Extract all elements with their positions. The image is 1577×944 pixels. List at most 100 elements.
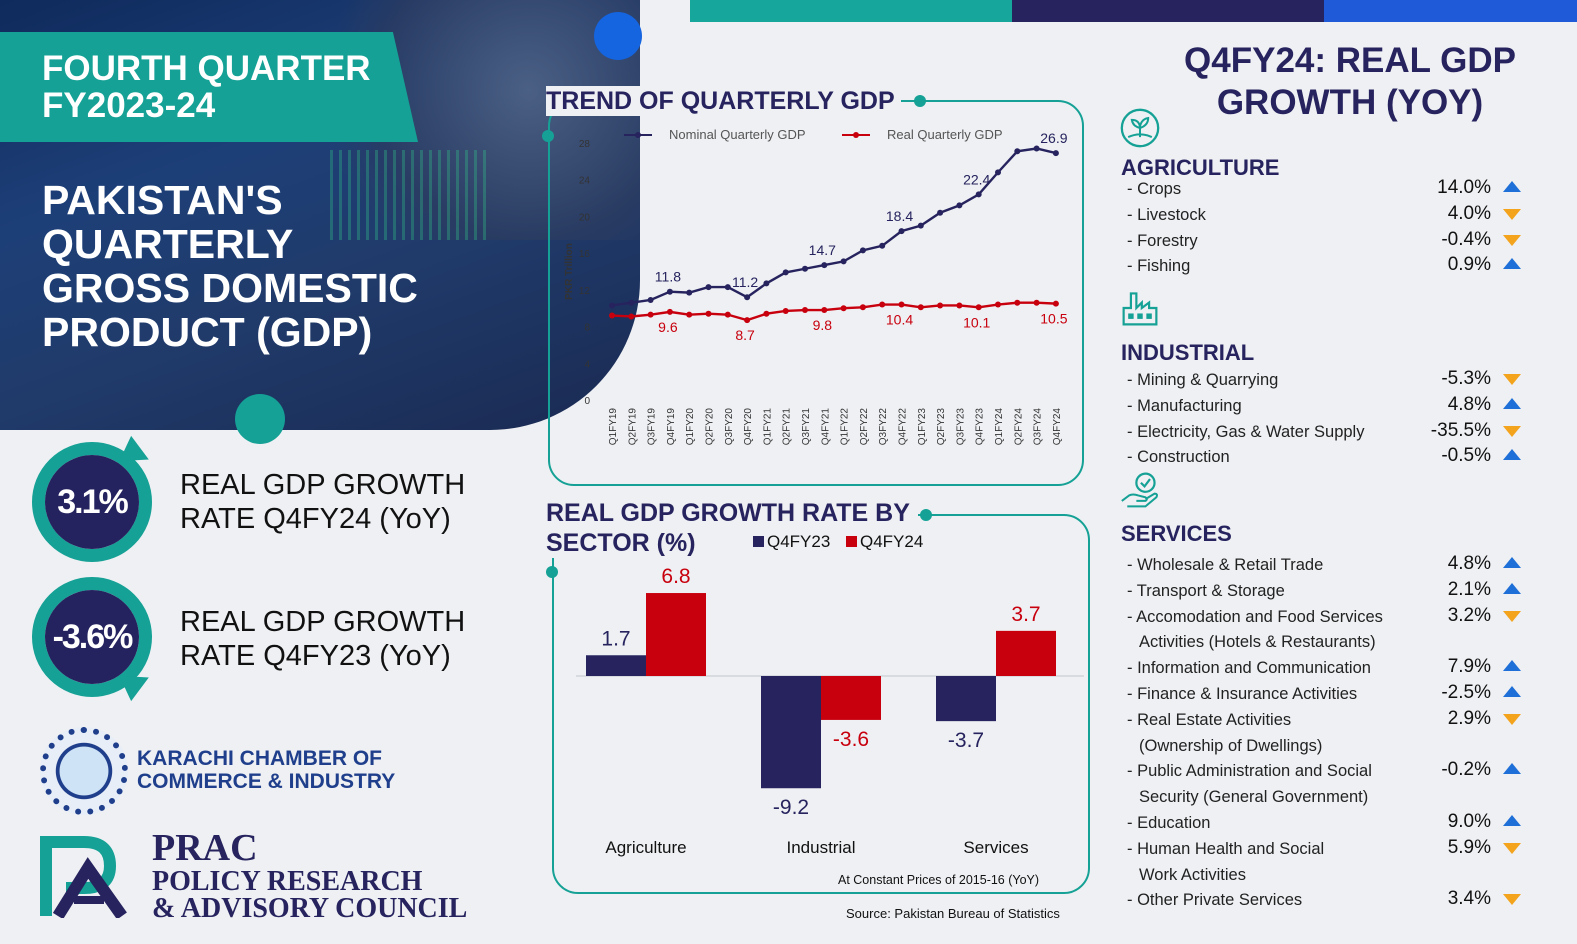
bar (586, 655, 646, 676)
legend-swatch (753, 536, 764, 547)
triangle-up-icon (1503, 557, 1521, 568)
y-tick-label: 12 (579, 286, 591, 297)
data-label: 8.7 (735, 327, 755, 343)
sector-row-name: - Real Estate Activities (Ownership of Dw… (1127, 710, 1427, 762)
data-point (859, 247, 866, 254)
triangle-down-icon (1503, 713, 1521, 725)
data-point (782, 269, 789, 276)
card-dot (914, 95, 926, 107)
sector-row-value: -0.5% (1441, 445, 1491, 467)
sector-row-value: -0.4% (1441, 228, 1491, 250)
data-point (956, 202, 963, 209)
sector-row-name-line: - Construction (1127, 448, 1230, 467)
sector-row-value: 14.0% (1437, 177, 1491, 198)
sector-row-name-line: - Other Private Services (1127, 891, 1303, 910)
triangle-up-icon (1503, 686, 1521, 697)
sector-growth-title: Q4FY24: REAL GDP GROWTH (YOY) (1160, 40, 1540, 124)
decor-dot-blue (594, 12, 642, 60)
data-point (782, 307, 789, 314)
data-point (840, 305, 847, 312)
sector-row-name-line: - Information and Communication (1127, 659, 1371, 678)
plant-icon (1120, 108, 1160, 148)
prac-name-line: PRAC (152, 827, 258, 869)
x-tick-label: Q4FY19 (666, 408, 677, 446)
data-point (705, 284, 712, 291)
sector-row-value: 4.8% (1447, 393, 1491, 415)
sector-row-value: 5.9% (1447, 836, 1491, 858)
data-point (1014, 148, 1021, 155)
rate-label-line: REAL GDP GROWTH (180, 606, 466, 638)
sector-row-name-line: - Transport & Storage (1127, 581, 1285, 600)
title-line: GROSS DOMESTIC (42, 265, 418, 311)
sector-row-name: - Forestry (1127, 231, 1427, 257)
sector-row-value: -0.2% (1441, 759, 1491, 781)
data-point (647, 311, 654, 318)
y-tick-label: 8 (584, 323, 590, 334)
data-point (840, 258, 847, 265)
quarter-line-2: FY2023-24 (42, 86, 216, 125)
data-point (859, 304, 866, 311)
y-tick-label: 20 (579, 212, 591, 223)
triangle-down-icon (1503, 374, 1521, 385)
rate-label-q4fy23: REAL GDP GROWTH RATE Q4FY23 (YoY) (180, 605, 465, 673)
triangle-up-icon (1503, 449, 1521, 461)
data-point (937, 209, 944, 216)
x-tick-label: Q1FY24 (994, 408, 1005, 446)
data-point (917, 222, 924, 229)
sector-chart-title: REAL GDP GROWTH RATE BY SECTOR (%) (546, 498, 918, 558)
legend-swatch (846, 536, 857, 547)
bar-value-label: 3.7 (1011, 603, 1040, 626)
data-point (821, 262, 828, 269)
triangle-up-icon (1503, 582, 1521, 594)
data-label: 26.9 (1040, 130, 1067, 146)
data-point (1033, 145, 1040, 152)
data-label: 10.1 (963, 314, 990, 330)
sector-row-name: - Public Administration and Social Securi… (1127, 761, 1427, 813)
x-tick-label: Q4FY24 (1052, 408, 1063, 446)
sector-row-name-line: - Manufacturing (1127, 396, 1242, 415)
bar-chart: Q4FY23 Q4FY24 1.7 -9.2 -3.7 6.8 -3.6 3.7 Agricul… (576, 532, 1084, 887)
series-line (611, 147, 1057, 307)
data-point (628, 299, 635, 306)
data-point (802, 307, 808, 314)
data-label: 22.4 (963, 171, 990, 187)
data-point (686, 289, 693, 296)
data-point (724, 284, 731, 291)
data-point (744, 317, 751, 324)
sector-row-value: 2.1% (1447, 578, 1491, 600)
data-point (1052, 300, 1059, 307)
series-line (611, 301, 1056, 322)
decor-dot-teal (235, 394, 285, 444)
triangle-up-icon (1503, 397, 1521, 409)
data-point (686, 311, 693, 318)
sector-heading: SERVICES (1121, 521, 1232, 546)
triangle-up-icon (1503, 815, 1521, 826)
triangle-up-icon (1503, 763, 1521, 775)
sector-row-value: 4.0% (1447, 202, 1491, 224)
kcci-seal-logo (40, 727, 128, 815)
data-label: 18.4 (886, 208, 913, 224)
sector-row-value: -5.3% (1441, 368, 1491, 389)
line-chart: PKR Trillion 0 4 8 12 16 20 24 28 Q1FY19 Q2FY19 Q3F… (564, 127, 1068, 446)
factory-icon (1122, 292, 1158, 326)
sector-row-value: 3.2% (1447, 604, 1491, 626)
prac-name: PRAC POLICY RESEARCH & ADVISORY COUNCIL (152, 827, 467, 923)
sector-row-name-line: - Accomodation and Food Services (1127, 607, 1383, 626)
rate-label-line: RATE Q4FY24 (YoY) (180, 503, 451, 535)
page-title: PAKISTAN'S QUARTERLY GROSS DOMESTIC PROD… (42, 178, 418, 354)
x-tick-label: Q4FY23 (975, 408, 986, 446)
legend-marker (853, 132, 859, 138)
sector-row-name: - Fishing (1127, 256, 1427, 282)
data-label: 9.6 (658, 319, 678, 335)
y-tick-label: 24 (579, 176, 591, 187)
rate-label-line: REAL GDP GROWTH (180, 469, 466, 501)
triangle-down-icon (1503, 610, 1521, 622)
x-tick-label: Q2FY24 (1013, 408, 1024, 446)
data-point (937, 302, 944, 309)
sector-row-value: -2.5% (1441, 682, 1491, 703)
legend-label: Nominal Quarterly GDP (669, 127, 806, 142)
data-point (1014, 299, 1021, 306)
triangle-down-icon (1503, 894, 1521, 906)
data-point (975, 191, 982, 198)
sector-row-name-line: - Mining & Quarrying (1127, 371, 1279, 389)
